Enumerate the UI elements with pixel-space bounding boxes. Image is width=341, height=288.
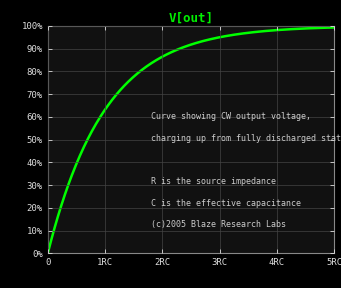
Text: R is the source impedance: R is the source impedance	[151, 177, 276, 186]
Title: V[out]: V[out]	[168, 12, 213, 25]
Text: C is the effective capacitance: C is the effective capacitance	[151, 199, 301, 208]
Text: (c)2005 Blaze Research Labs: (c)2005 Blaze Research Labs	[151, 220, 286, 230]
Text: charging up from fully discharged state: charging up from fully discharged state	[151, 134, 341, 143]
Text: Curve showing CW output voltage,: Curve showing CW output voltage,	[151, 112, 311, 121]
